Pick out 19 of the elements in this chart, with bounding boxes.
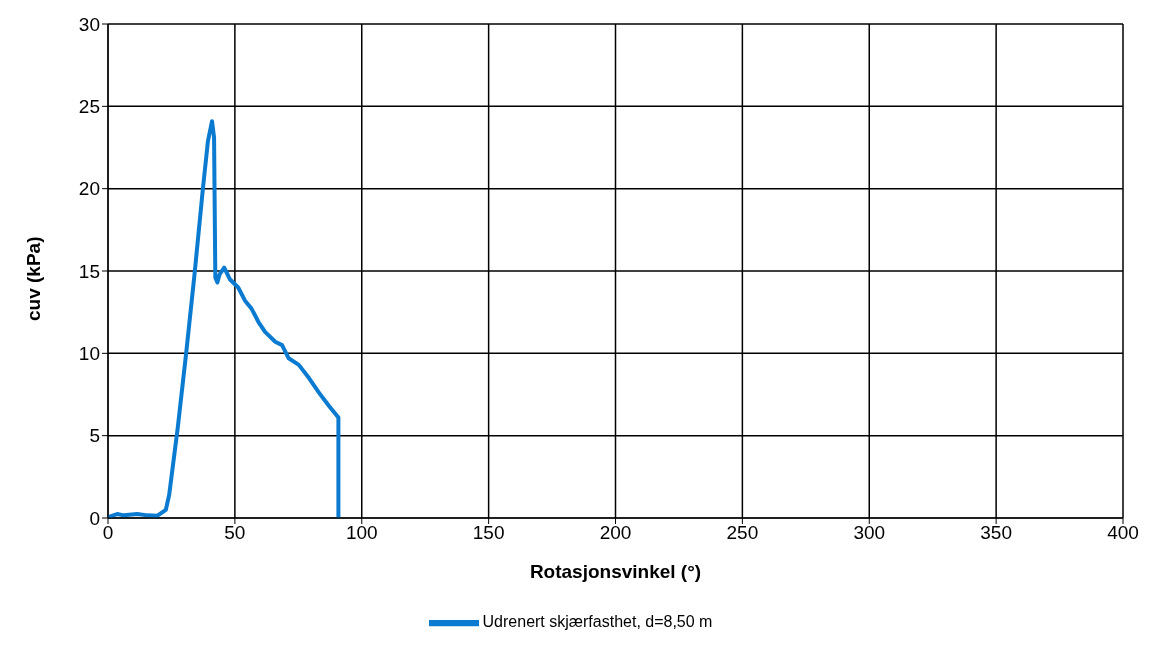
y-tick-label: 20 bbox=[78, 178, 100, 200]
x-tick-label: 50 bbox=[224, 522, 246, 544]
y-tick-label: 10 bbox=[78, 343, 100, 365]
line-series bbox=[108, 119, 341, 518]
x-tick-label: 300 bbox=[853, 522, 886, 544]
x-tick-label: 100 bbox=[345, 522, 378, 544]
y-tick-label: 30 bbox=[78, 13, 100, 35]
x-tick-label: 350 bbox=[980, 522, 1012, 544]
y-tick-label: 0 bbox=[89, 507, 100, 529]
x-tick-label: 400 bbox=[1107, 522, 1139, 544]
legend-label: Udrenert skjærfasthet, d=8,50 m bbox=[482, 613, 713, 631]
x-tick-label: 200 bbox=[599, 522, 632, 544]
x-tick-label: 150 bbox=[472, 522, 505, 544]
x-axis-title: Rotasjonsvinkel (°) bbox=[529, 561, 702, 582]
y-axis-title: cuv (kPa) bbox=[22, 236, 44, 321]
y-tick-label: 15 bbox=[78, 260, 100, 282]
x-tick-label: 250 bbox=[726, 522, 759, 544]
y-tick-label: 25 bbox=[78, 96, 100, 118]
y-tick-label: 5 bbox=[89, 425, 100, 447]
